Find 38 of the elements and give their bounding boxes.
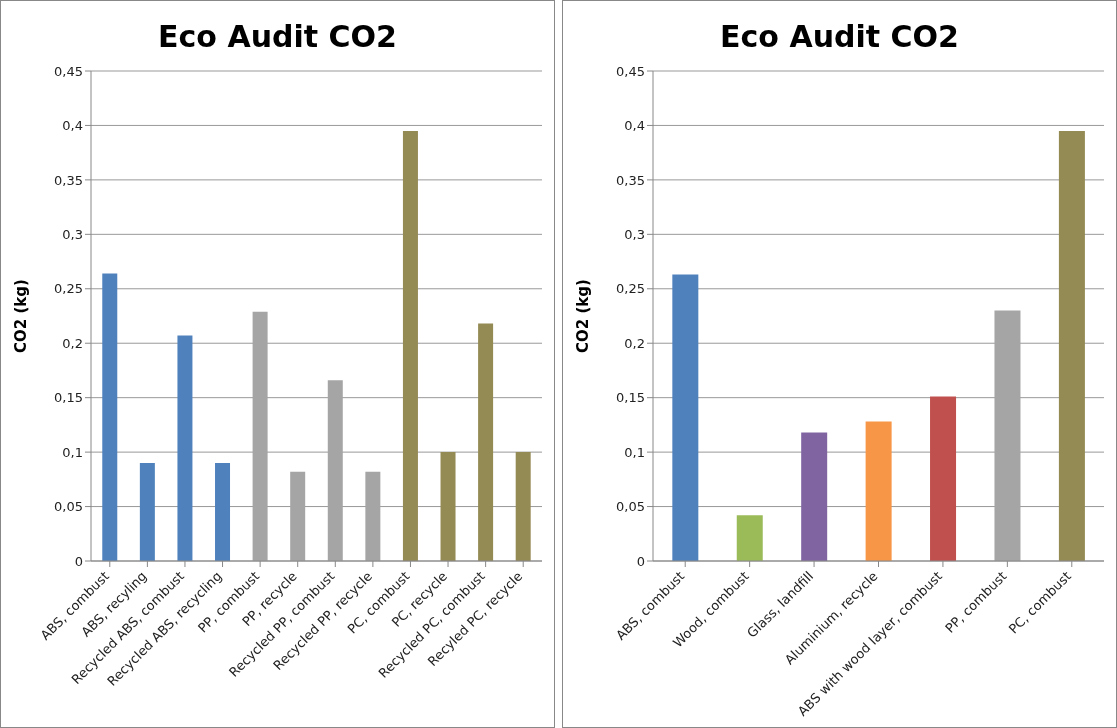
y-tick-label: 0,4 xyxy=(62,118,83,134)
y-tick-label: 0,45 xyxy=(54,63,83,79)
bar xyxy=(865,421,892,561)
y-tick-label: 0,2 xyxy=(62,335,83,351)
y-tick-label: 0,45 xyxy=(616,63,645,79)
chart-title: Eco Audit CO2 xyxy=(157,19,398,56)
bar xyxy=(102,273,118,561)
y-tick-label: 0,4 xyxy=(624,118,645,134)
y-tick-label: 0,05 xyxy=(54,499,83,515)
y-axis-title: CO2 (kg) xyxy=(12,279,31,353)
y-tick-label: 0,1 xyxy=(624,444,645,460)
bar xyxy=(801,432,828,561)
bar xyxy=(515,452,531,561)
bar xyxy=(672,274,699,561)
bar xyxy=(478,323,494,561)
bar xyxy=(440,452,456,561)
bar xyxy=(139,463,155,561)
y-tick-label: 0 xyxy=(636,553,645,569)
y-tick-label: 0,15 xyxy=(54,390,83,406)
bar xyxy=(736,515,763,561)
y-tick-label: 0,3 xyxy=(62,226,83,242)
y-axis-title: CO2 (kg) xyxy=(574,279,593,353)
y-tick-label: 0,35 xyxy=(616,172,645,188)
bar xyxy=(930,396,957,561)
bar xyxy=(1058,130,1085,561)
chart-title: Eco Audit CO2 xyxy=(719,19,960,56)
y-tick-label: 0,15 xyxy=(616,390,645,406)
y-tick-label: 0 xyxy=(74,553,83,569)
bar xyxy=(215,463,231,561)
y-tick-label: 0,25 xyxy=(616,281,645,297)
y-tick-label: 0,05 xyxy=(616,499,645,515)
y-tick-label: 0,2 xyxy=(624,335,645,351)
bar xyxy=(177,335,193,561)
bar xyxy=(402,130,418,561)
y-tick-label: 0,35 xyxy=(54,172,83,188)
y-tick-label: 0,1 xyxy=(62,444,83,460)
y-tick-label: 0,3 xyxy=(624,226,645,242)
y-tick-label: 0,25 xyxy=(54,281,83,297)
